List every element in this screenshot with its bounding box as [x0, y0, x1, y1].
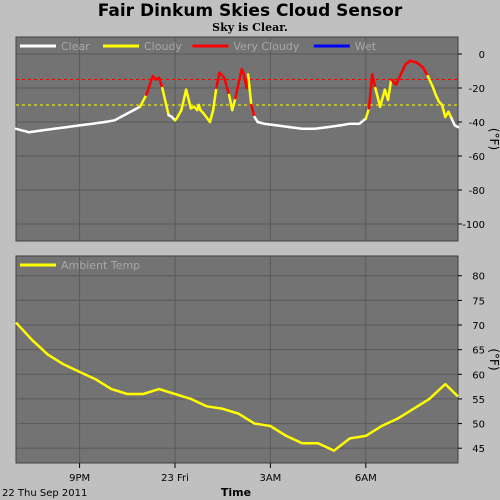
y-tick-label: 45: [472, 444, 485, 455]
y-tick-label: 50: [472, 420, 485, 431]
y-tick-label: 55: [472, 395, 485, 406]
sky-temp-segment: [237, 68, 244, 85]
sky-temp-segment: [339, 122, 352, 127]
sky-temp-segment: [223, 76, 231, 97]
sky-temp-segment: [288, 125, 304, 131]
legend-label: Very Cloudy: [233, 40, 299, 53]
sky-temp-segment: [250, 103, 256, 119]
sky-temp-segment: [175, 108, 183, 120]
sky-temp-segment: [399, 62, 407, 76]
sky-temp-segment: [421, 66, 430, 78]
sky-temp-segment: [40, 127, 56, 132]
sky-temp-segment: [370, 73, 377, 90]
y-axis-label: (°F): [487, 128, 500, 150]
y-axis-label: (°F): [487, 348, 500, 370]
sky-temp-segment: [103, 119, 116, 124]
sky-temp-segment: [230, 96, 237, 112]
sky-temp-segment: [386, 78, 393, 102]
sky-temp-segment: [364, 107, 371, 120]
sky-temp-segment: [326, 124, 342, 129]
x-tick-label: 6AM: [355, 473, 377, 484]
sky-temp-segment: [262, 122, 278, 127]
sky-temp-segment: [145, 74, 154, 97]
legend-label: Clear: [61, 40, 90, 53]
sky-temp-segment: [434, 93, 441, 103]
chart-title: Fair Dinkum Skies Cloud Sensor: [97, 1, 403, 21]
y-tick-label: -80: [469, 186, 485, 197]
y-tick-label: 0: [479, 50, 485, 61]
date-label: 22 Thu Sep 2011: [2, 488, 87, 499]
sky-temp-segment: [246, 73, 253, 107]
sky-temp-segment: [426, 74, 434, 88]
y-tick-label: 60: [472, 370, 485, 381]
sky-temp-segment: [184, 88, 193, 110]
sky-temp-segment: [374, 86, 382, 108]
sky-temp-segment: [78, 122, 94, 127]
sky-temp-segment: [367, 73, 374, 110]
ambient-temp-line: [15, 321, 459, 452]
sky-temp-segment: [415, 61, 425, 69]
y-tick-label: 75: [472, 296, 485, 307]
sky-temp-segment: [211, 86, 218, 112]
sky-temp-segment: [378, 88, 387, 108]
sky-temp-segment: [180, 88, 188, 112]
legend-label: Cloudy: [144, 40, 182, 53]
sky-temp-segment: [453, 124, 460, 129]
sky-temp-segment: [447, 110, 453, 120]
sky-temp-segment: [208, 108, 215, 124]
x-tick-label: 23 Fri: [161, 473, 189, 484]
sky-temp-segment: [161, 86, 170, 117]
sky-temp-segment: [52, 125, 69, 131]
sky-panel: [15, 36, 459, 242]
sky-temp-segment: [394, 73, 403, 86]
sky-temp-segment: [91, 120, 107, 125]
sky-temp-segment: [358, 117, 368, 125]
legend-label: Ambient Temp: [61, 259, 140, 272]
sky-temp-segment: [215, 71, 221, 90]
sky-temp-segment: [138, 93, 148, 108]
sky-temp-segment: [234, 81, 240, 100]
y-tick-label: -100: [462, 220, 485, 231]
sky-status: Sky is Clear.: [212, 21, 288, 34]
sky-temp-segment: [440, 103, 447, 119]
sky-temp-segment: [450, 117, 457, 127]
sky-temp-segment: [313, 125, 329, 131]
x-tick-label: 9PM: [69, 473, 90, 484]
sky-temp-segment: [202, 112, 212, 124]
y-tick-label: -40: [469, 118, 485, 129]
x-axis-label: Time: [221, 486, 251, 499]
sky-temp-segment: [14, 127, 30, 134]
y-tick-label: -20: [469, 84, 485, 95]
y-tick-label: 80: [472, 272, 485, 283]
sky-temp-segment: [275, 124, 291, 129]
sky-temp-segment: [27, 129, 43, 134]
temp-panel: [15, 255, 459, 464]
y-tick-label: -60: [469, 152, 485, 163]
legend-label: Wet: [355, 40, 377, 53]
y-tick-label: 65: [472, 346, 485, 357]
sky-temp-segment: [65, 124, 81, 129]
y-tick-label: 70: [472, 321, 485, 332]
sky-temp-segment: [431, 85, 437, 97]
sky-temp-segment: [157, 76, 164, 90]
x-tick-label: 3AM: [259, 473, 281, 484]
